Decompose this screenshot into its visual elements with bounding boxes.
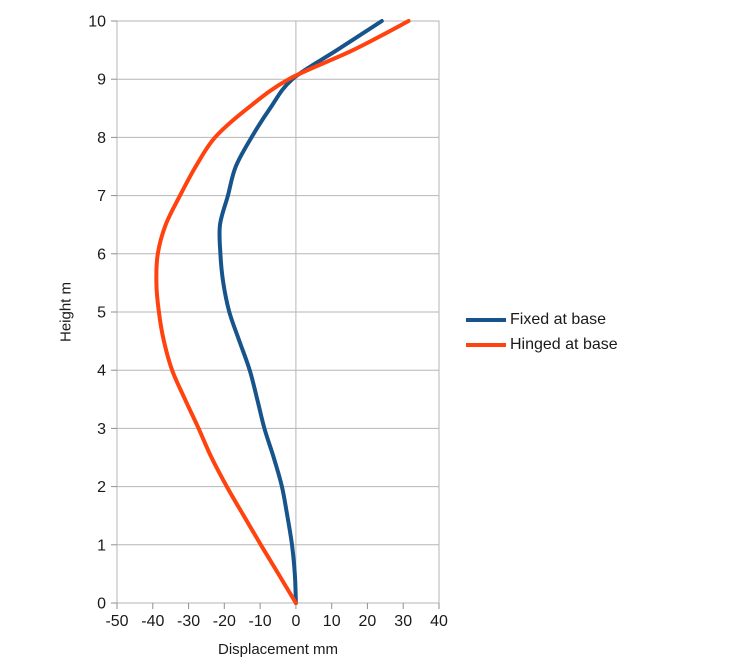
svg-text:9: 9 [97,72,106,89]
legend-line-icon [466,318,506,322]
svg-text:30: 30 [394,613,412,630]
legend: Fixed at base Hinged at base [466,310,618,355]
legend-label: Fixed at base [510,311,607,328]
series-curve-1 [154,19,411,605]
svg-text:1: 1 [97,537,106,554]
svg-text:-50: -50 [105,613,128,630]
svg-text:40: 40 [430,613,448,630]
svg-text:-30: -30 [177,613,200,630]
svg-text:2: 2 [97,479,106,496]
legend-item-fixed-at-base: Fixed at base [466,310,618,330]
legend-label: Hinged at base [510,336,618,353]
svg-text:10: 10 [88,14,106,31]
legend-item-hinged-at-base: Hinged at base [466,335,618,355]
svg-text:10: 10 [323,613,341,630]
svg-text:-20: -20 [213,613,236,630]
svg-text:5: 5 [97,305,106,322]
x-axis-title: Displacement mm [217,641,339,658]
y-axis-title: Height m [57,281,75,343]
svg-text:-10: -10 [249,613,272,630]
svg-text:0: 0 [291,613,300,630]
svg-text:0: 0 [97,596,106,613]
svg-text:7: 7 [97,188,106,205]
svg-text:20: 20 [359,613,377,630]
svg-text:-40: -40 [141,613,164,630]
series-curve-0 [217,19,384,605]
svg-text:4: 4 [97,363,106,380]
svg-text:3: 3 [97,421,106,438]
svg-text:6: 6 [97,246,106,263]
legend-line-icon [466,343,506,347]
svg-text:8: 8 [97,130,106,147]
